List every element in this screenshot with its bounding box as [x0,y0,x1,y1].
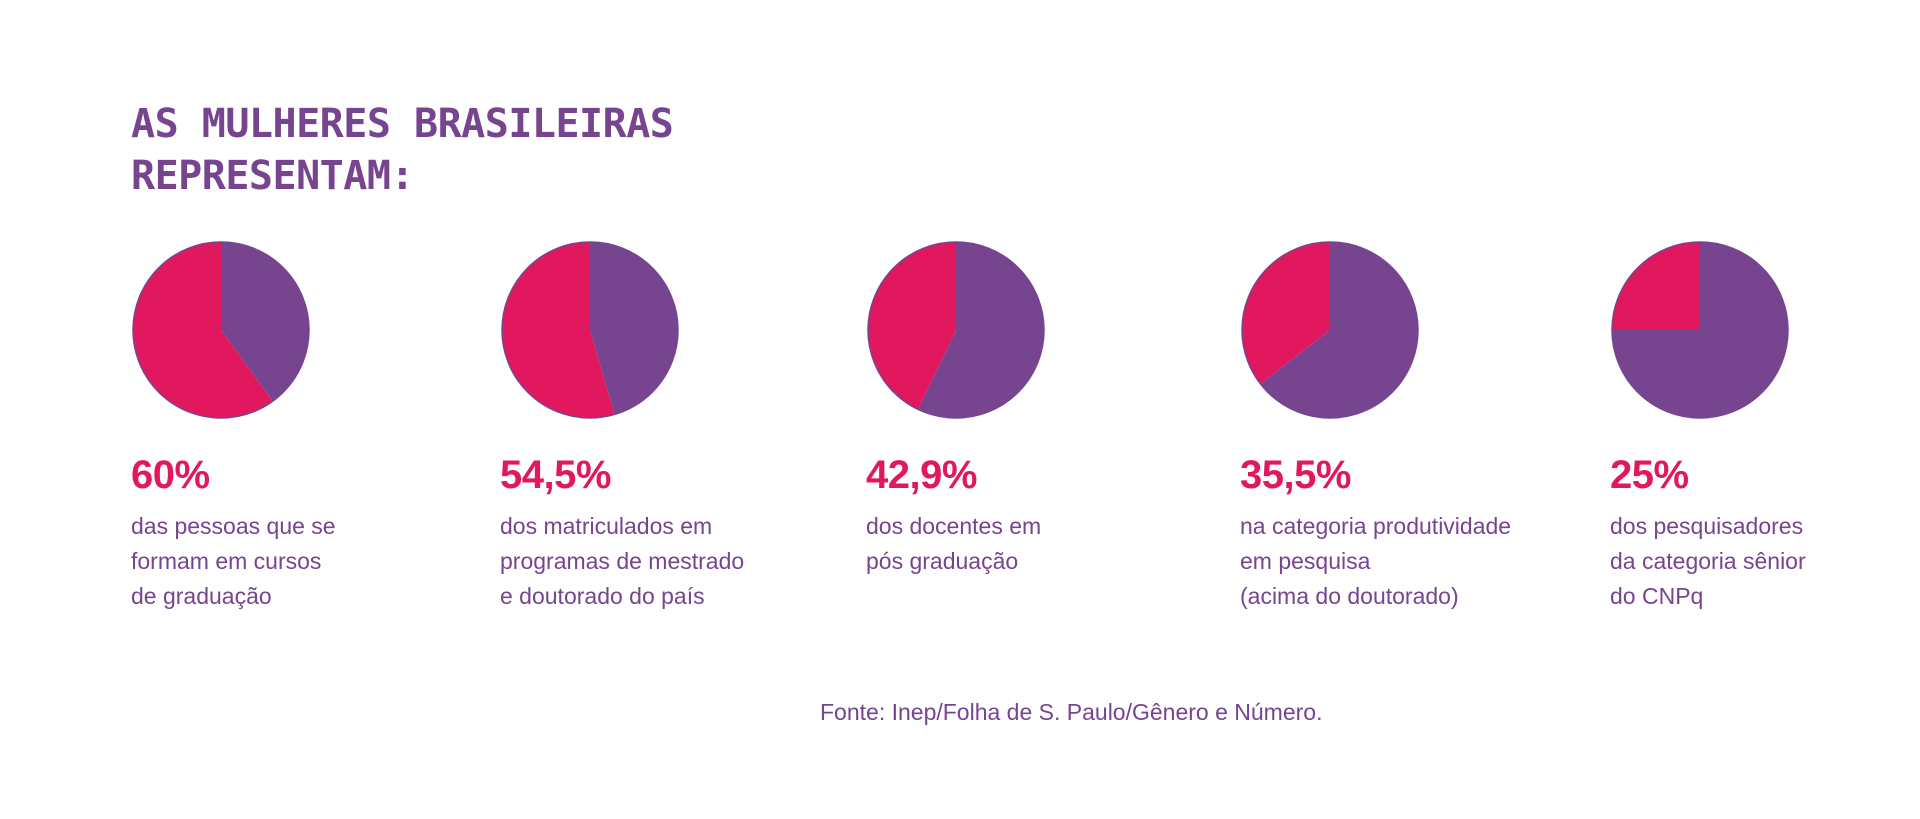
pie-outline [867,241,1045,419]
description-line: formam em cursos [131,548,322,574]
pie-graduates [132,241,310,419]
slice-women [133,242,273,418]
pie-outline [1241,241,1419,419]
description-line: em pesquisa [1240,548,1371,574]
description-senior-researchers: dos pesquisadores da categoria sênior do… [1610,509,1920,614]
slice-others [1260,242,1419,418]
pie-outline [501,241,679,419]
description-line: dos pesquisadores [1610,513,1804,539]
title-line-2: REPRESENTAM: [131,153,414,199]
slice-others [590,242,679,415]
pie-outline [132,241,310,419]
slice-women [867,242,956,410]
description-line: na categoria produtividade [1240,513,1512,539]
pie-chart-graduates: 60% das pessoas que se formam em cursos … [131,235,491,614]
value-label-masters-doctorate: 54,5% [500,453,611,497]
pie-professors [867,241,1045,419]
description-line: pós graduação [866,548,1019,574]
description-line: (acima do doutorado) [1240,583,1459,609]
pie-senior-researchers [1611,241,1789,419]
pie-chart-productivity: 35,5% na categoria produtividade em pesq… [1240,235,1600,614]
title-line-1: AS MULHERES BRASILEIRAS [131,101,674,147]
description-line: das pessoas que se [131,513,336,539]
description-graduates: das pessoas que se formam em cursos de g… [131,509,491,614]
description-line: e doutorado do país [500,583,705,609]
pie-masters-doctorate [501,241,679,419]
description-line: dos docentes em [866,513,1042,539]
description-professors: dos docentes em pós graduação [866,509,1226,579]
pie-chart-senior-researchers: 25% dos pesquisadores da categoria sênio… [1610,235,1920,614]
chart-title: AS MULHERES BRASILEIRAS REPRESENTAM: [131,98,674,202]
description-line: do CNPq [1610,583,1704,609]
value-label-professors: 42,9% [866,453,977,497]
slice-women [1242,242,1330,384]
value-label-productivity: 35,5% [1240,453,1351,497]
value-label-graduates: 60% [131,453,210,497]
description-line: programas de mestrado [500,548,745,574]
description-line: dos matriculados em [500,513,713,539]
slice-others [221,242,310,402]
description-productivity: na categoria produtividade em pesquisa (… [1240,509,1600,614]
description-line: da categoria sênior [1610,548,1806,574]
pie-outline [1611,241,1789,419]
pie-chart-masters-doctorate: 54,5% dos matriculados em programas de m… [500,235,860,614]
slice-women [502,242,615,418]
source-note: Fonte: Inep/Folha de S. Paulo/Gênero e N… [820,699,1323,725]
slice-women [1612,242,1700,330]
description-line: de graduação [131,583,272,609]
pie-chart-professors: 42,9% dos docentes em pós graduação [866,235,1226,579]
value-label-senior-researchers: 25% [1610,453,1689,497]
slice-others [1612,242,1788,418]
slice-others [918,242,1044,418]
pie-productivity [1241,241,1419,419]
description-masters-doctorate: dos matriculados em programas de mestrad… [500,509,860,614]
